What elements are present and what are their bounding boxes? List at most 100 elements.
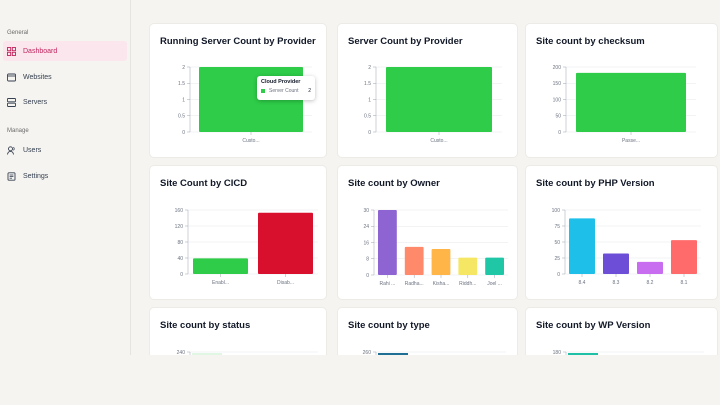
bar — [569, 218, 595, 274]
y-tick-label: 2 — [368, 65, 371, 71]
y-tick-label: 240 — [177, 350, 186, 356]
y-tick-label: 100 — [552, 208, 561, 214]
y-tick-label: 0 — [557, 272, 560, 278]
x-tick-label: Joel ... — [487, 281, 502, 287]
dashboard-main: Running Server Count by Provider 0 0.5 1 1.… — [131, 0, 720, 358]
y-tick-label: 0 — [180, 272, 183, 278]
y-tick-label: 0.5 — [178, 114, 185, 120]
settings-icon — [7, 171, 16, 181]
x-tick-label: Custo... — [242, 138, 259, 144]
sidebar: General Dashboard Websites Servers Manag… — [0, 0, 131, 355]
y-tick-label: 0 — [366, 273, 369, 279]
card-title: Site count by PHP Version — [536, 178, 655, 189]
y-tick-label: 40 — [177, 256, 183, 262]
y-tick-label: 75 — [554, 224, 560, 230]
y-tick-label: 150 — [553, 81, 562, 87]
card-title: Site count by checksum — [536, 36, 645, 47]
y-tick-label: 160 — [175, 208, 184, 214]
sidebar-item-servers[interactable]: Servers — [3, 92, 127, 112]
bar-chart: 240 — [177, 350, 318, 358]
sidebar-item-users[interactable]: Users — [3, 140, 127, 160]
y-tick-label: 0.5 — [364, 114, 371, 120]
y-tick-label: 200 — [553, 65, 562, 71]
websites-icon — [7, 73, 16, 82]
chart-card: Running Server Count by Provider 0 0.5 1 1.… — [150, 24, 326, 157]
y-tick-label: 16 — [363, 240, 369, 246]
sidebar-item-dashboard[interactable]: Dashboard — [3, 41, 127, 61]
card-title: Server Count by Provider — [348, 36, 463, 47]
sidebar-item-websites[interactable]: Websites — [3, 67, 127, 87]
sidebar-section-manage: Manage — [7, 128, 29, 134]
users-icon — [7, 145, 16, 155]
y-tick-label: 50 — [555, 114, 561, 120]
bar — [431, 249, 451, 275]
bar — [458, 257, 478, 275]
tooltip-title: Cloud Provider — [261, 79, 301, 85]
chart-card: Site count by Owner 0 8 16 24 30 Rahi ... Radh… — [338, 166, 517, 299]
x-tick-label: 8.1 — [681, 280, 688, 286]
tooltip-swatch — [261, 89, 265, 93]
bar — [485, 257, 504, 275]
card-title: Site count by type — [348, 320, 430, 331]
chart-card: Site count by type 260 — [338, 308, 517, 358]
bar-chart: 0 25 50 75 100 8.4 8.3 8.2 8.1 — [552, 208, 701, 286]
bar-chart: 180 — [553, 350, 704, 358]
tooltip-series: Server Count — [269, 88, 299, 94]
x-tick-label: Kisha... — [433, 281, 450, 287]
x-tick-label: Radha... — [405, 281, 424, 287]
x-tick-label: 8.4 — [579, 280, 586, 286]
y-tick-label: 2 — [182, 65, 185, 71]
x-tick-label: Passe... — [622, 138, 640, 144]
servers-icon — [7, 97, 16, 107]
chart-card: Site Count by CICD 0 40 80 120 160 Enabl... Di… — [150, 166, 326, 299]
chart-card: Site count by status 240 — [150, 308, 326, 358]
bar — [603, 253, 629, 274]
sidebar-item-label: Servers — [23, 98, 48, 106]
y-tick-label: 1 — [368, 97, 371, 103]
bar — [193, 258, 248, 274]
y-tick-label: 30 — [363, 208, 369, 214]
sidebar-item-label: Dashboard — [23, 47, 58, 55]
tooltip-value: 2 — [308, 88, 311, 94]
sidebar-item-label: Websites — [23, 73, 52, 81]
card-title: Site count by status — [160, 320, 251, 331]
bar — [258, 212, 313, 274]
bar — [637, 261, 663, 274]
sidebar-item-label: Users — [23, 146, 42, 154]
y-tick-label: 8 — [366, 257, 369, 263]
chart-card: Site count by WP Version 180 — [526, 308, 717, 358]
card-title: Site count by WP Version — [536, 320, 651, 331]
page-footer-space — [0, 355, 720, 405]
bar — [671, 240, 697, 274]
x-tick-label: Rahi ... — [379, 281, 395, 287]
bar-chart: 260 — [363, 350, 506, 358]
chart-card: Server Count by Provider 0 0.5 1 1.5 2 Custo.… — [338, 24, 517, 157]
x-tick-label: 8.2 — [647, 280, 654, 286]
sidebar-item-settings[interactable]: Settings — [3, 166, 127, 186]
y-tick-label: 260 — [363, 350, 372, 356]
chart-card: Site count by PHP Version 0 25 50 75 100 8.4 8… — [526, 166, 717, 299]
bar — [378, 210, 397, 275]
y-tick-label: 0 — [368, 130, 371, 136]
card-title: Site Count by CICD — [160, 178, 248, 189]
y-tick-label: 24 — [363, 224, 369, 230]
bar — [404, 246, 424, 275]
y-tick-label: 180 — [553, 350, 562, 356]
card-title: Running Server Count by Provider — [160, 36, 316, 47]
x-tick-label: Custo... — [430, 138, 447, 144]
x-tick-label: Riddh... — [459, 281, 476, 287]
x-tick-label: Disab... — [277, 280, 294, 286]
y-tick-label: 1.5 — [364, 81, 371, 87]
bar — [576, 72, 686, 132]
sidebar-item-label: Settings — [23, 172, 49, 180]
sidebar-section-general: General — [7, 30, 29, 36]
x-tick-label: 8.3 — [613, 280, 620, 286]
y-tick-label: 25 — [554, 256, 560, 262]
bar — [386, 67, 492, 132]
bar-chart: 0 50 100 150 200 Passe... — [553, 65, 696, 144]
card-title: Site count by Owner — [348, 178, 440, 189]
bar-chart: 0 0.5 1 1.5 2 Custo... — [364, 65, 502, 144]
y-tick-label: 1 — [182, 97, 185, 103]
dashboard-icon — [7, 46, 16, 56]
y-tick-label: 120 — [175, 224, 184, 230]
